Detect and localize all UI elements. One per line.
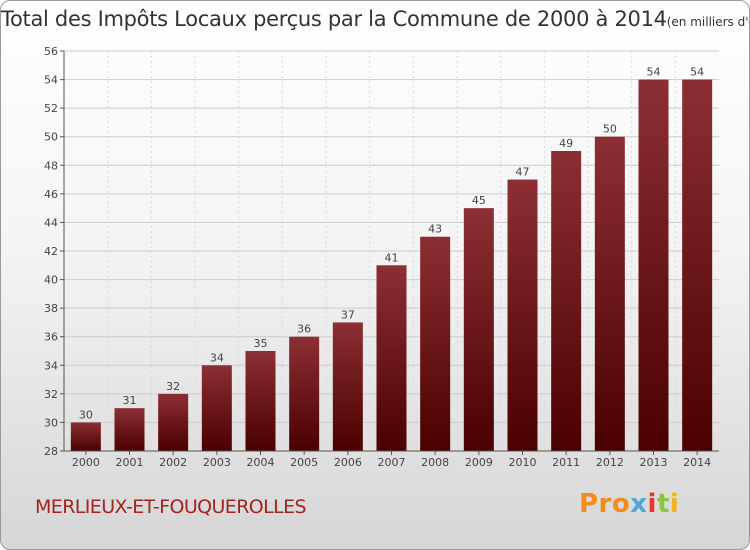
x-tick-label: 2003 [203, 456, 231, 469]
bar [551, 151, 582, 451]
bar [638, 79, 669, 452]
axes: 28 30 32 34 36 38 40 42 44 46 48 50 52 54 56 2000 2001 20… [44, 45, 719, 469]
x-tick-label: 2000 [72, 456, 100, 469]
y-tick-label: 32 [44, 388, 58, 401]
y-tick-label: 54 [44, 74, 58, 87]
x-tick-label: 2001 [116, 456, 144, 469]
y-tick-label: 52 [44, 102, 58, 115]
bar-value-label: 35 [254, 337, 268, 350]
bar [158, 393, 189, 451]
bar [594, 136, 625, 451]
y-tick-label: 42 [44, 245, 58, 258]
x-tick-label: 2013 [640, 456, 668, 469]
y-tick-label: 30 [44, 416, 58, 429]
bar-value-label: 36 [297, 323, 311, 336]
x-tick-label: 2010 [509, 456, 537, 469]
chart-title: Total des Impôts Locaux perçus par la Co… [1, 7, 749, 31]
bar [201, 365, 232, 451]
x-tick-label: 2012 [596, 456, 624, 469]
x-tick-label: 2005 [290, 456, 318, 469]
y-tick-label: 38 [44, 302, 58, 315]
x-tick-label: 2007 [378, 456, 406, 469]
logo-part-1: Pro [579, 489, 631, 519]
x-tick-label: 2011 [552, 456, 580, 469]
bar [332, 322, 363, 451]
bar-value-label: 54 [647, 66, 661, 79]
title-unit: (en milliers d'€) [666, 15, 749, 29]
bar [376, 265, 407, 451]
bar-value-label: 31 [123, 394, 137, 407]
logo-part-3: i [647, 489, 657, 519]
bar [463, 208, 494, 451]
bar [114, 408, 145, 451]
title-text: Total des Impôts Locaux perçus par la Co… [1, 7, 667, 31]
logo-part-4: t [656, 489, 670, 519]
bar-value-label: 37 [341, 308, 355, 321]
bar [420, 236, 451, 451]
bar-value-label: 34 [210, 351, 224, 364]
bar [70, 422, 101, 451]
bar-value-label: 45 [472, 194, 486, 207]
commune-name: MERLIEUX-ET-FOUQUEROLLES [35, 496, 307, 518]
y-tick-label: 48 [44, 159, 58, 172]
bar-value-label: 32 [166, 380, 180, 393]
y-tick-label: 50 [44, 131, 58, 144]
x-tick-label: 2014 [683, 456, 711, 469]
y-tick-label: 44 [44, 216, 58, 229]
x-tick-label: 2002 [159, 456, 187, 469]
y-tick-label: 46 [44, 188, 58, 201]
y-tick-label: 36 [44, 331, 58, 344]
x-tick-label: 2009 [465, 456, 493, 469]
bar [245, 351, 276, 451]
bar [507, 179, 538, 452]
logo-part-2: x [630, 489, 648, 519]
y-tick-label: 56 [44, 45, 58, 58]
bar-value-label: 41 [385, 251, 399, 264]
bar-value-label: 43 [428, 223, 442, 236]
bar-value-label: 50 [603, 123, 617, 136]
y-tick-label: 34 [44, 359, 58, 372]
bar-value-label: 54 [690, 66, 704, 79]
bar [682, 79, 713, 452]
y-tick-label: 28 [44, 445, 58, 458]
logo-part-5: i [669, 489, 680, 519]
bar-value-label: 30 [79, 408, 93, 421]
x-tick-label: 2004 [247, 456, 275, 469]
x-tick-label: 2006 [334, 456, 362, 469]
bar-value-label: 47 [516, 166, 530, 179]
y-tick-label: 40 [44, 274, 58, 287]
bars: 30 31 32 34 35 36 37 41 43 45 47 49 50 54 54 [70, 66, 713, 452]
x-tick-label: 2008 [421, 456, 449, 469]
proxiti-logo[interactable]: Proxiti [579, 489, 679, 519]
bar-value-label: 49 [559, 137, 573, 150]
bar [289, 336, 320, 451]
